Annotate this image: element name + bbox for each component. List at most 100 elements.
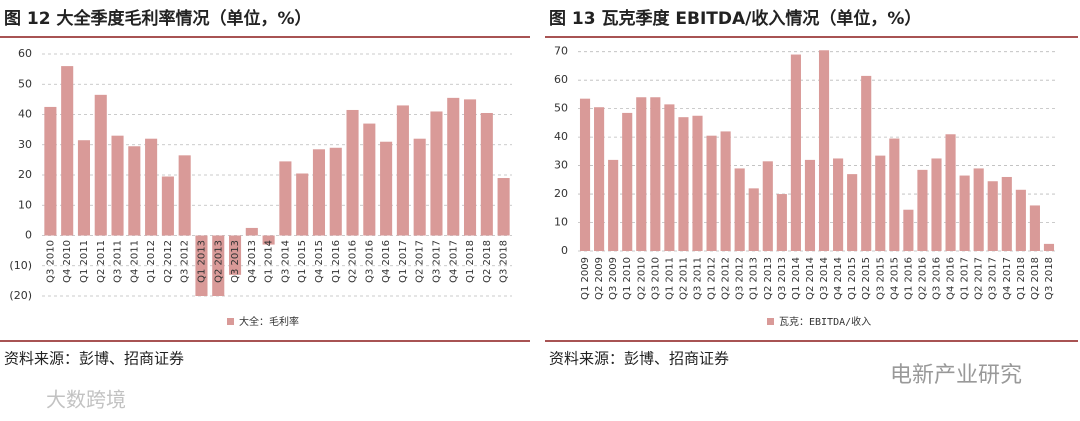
- bar: [636, 97, 647, 251]
- bar: [212, 235, 225, 296]
- x-tick-label: Q2 2011: [96, 240, 107, 283]
- y-tick-label: 0: [561, 244, 568, 257]
- legend-swatch: [767, 318, 774, 325]
- y-tick-label: 0: [25, 229, 32, 242]
- x-tick-label: Q2 2016: [348, 240, 359, 283]
- x-tick-label: Q1 2014: [264, 240, 275, 283]
- x-tick-label: Q2 2012: [163, 240, 174, 283]
- bar: [818, 50, 830, 252]
- bar: [44, 106, 57, 236]
- x-tick-label: Q3 2013: [777, 257, 788, 300]
- y-tick-label: 20: [18, 168, 32, 181]
- bar: [959, 175, 970, 251]
- x-tick-label: Q4 2016: [946, 257, 957, 300]
- bar: [430, 111, 443, 236]
- x-tick-label: Q2 2010: [636, 257, 647, 300]
- x-tick-label: Q4 2016: [381, 240, 392, 283]
- bar: [945, 134, 956, 251]
- x-tick-label: Q2 2017: [415, 240, 426, 283]
- bar: [262, 235, 275, 245]
- bar: [889, 138, 900, 251]
- bar: [833, 158, 844, 251]
- x-tick-label: Q1 2012: [146, 240, 157, 283]
- bar: [111, 135, 124, 236]
- x-tick-label: Q3 2017: [431, 240, 442, 283]
- x-tick-label: Q3 2014: [819, 257, 830, 300]
- x-tick-label: Q1 2017: [960, 257, 971, 300]
- y-tick-label: 50: [554, 102, 568, 115]
- x-tick-label: Q1 2018: [1016, 257, 1027, 300]
- x-tick-label: Q3 2010: [650, 257, 661, 300]
- bar: [329, 147, 342, 236]
- x-tick-label: Q2 2012: [721, 257, 732, 300]
- y-tick-label: 10: [18, 198, 32, 211]
- bar: [847, 174, 858, 251]
- bar: [875, 155, 886, 251]
- bar: [346, 109, 359, 236]
- x-tick-label: Q1 2016: [331, 240, 342, 283]
- x-tick-label: Q4 2015: [314, 240, 325, 283]
- x-tick-label: Q4 2017: [1002, 257, 1013, 300]
- x-tick-label: Q3 2012: [735, 257, 746, 300]
- watermark: 电新产业研究: [890, 363, 1022, 388]
- bar: [312, 149, 326, 236]
- bar: [579, 98, 591, 251]
- bar: [720, 131, 731, 251]
- x-tick-label: Q2 2011: [678, 257, 689, 300]
- bar: [748, 188, 759, 251]
- x-tick-label: Q2 2015: [861, 257, 872, 300]
- bar: [987, 181, 998, 251]
- x-tick-label: Q3 2018: [499, 240, 510, 283]
- x-tick-label: Q3 2017: [988, 257, 999, 300]
- bar: [594, 107, 605, 252]
- x-tick-label: Q1 2015: [847, 257, 858, 300]
- y-tick-label: 20: [554, 187, 568, 200]
- x-tick-label: Q2 2014: [805, 257, 816, 300]
- bar: [380, 141, 393, 236]
- x-tick-label: Q2 2018: [482, 240, 493, 283]
- bar: [678, 117, 689, 251]
- y-tick-label: 10: [554, 216, 568, 229]
- x-tick-label: Q1 2017: [398, 240, 409, 283]
- x-tick-label: Q1 2010: [622, 257, 633, 300]
- x-tick-label: Q2 2013: [763, 257, 774, 300]
- bar: [903, 209, 914, 251]
- bar: [77, 140, 91, 236]
- bar: [413, 138, 426, 236]
- bar: [94, 94, 107, 236]
- bar: [296, 173, 309, 236]
- bar: [1029, 205, 1040, 251]
- bar: [1001, 176, 1012, 251]
- x-tick-label: Q1 2011: [79, 240, 90, 283]
- bar: [973, 168, 984, 251]
- y-tick-label: 50: [18, 77, 32, 90]
- bar: [447, 97, 460, 236]
- x-tick-label: Q4 2013: [247, 240, 258, 283]
- bar: [61, 66, 74, 236]
- y-tick-label: (10): [9, 259, 32, 272]
- bar: [228, 235, 242, 275]
- x-tick-label: Q1 2015: [297, 240, 308, 283]
- bar: [931, 158, 942, 251]
- legend-swatch: [227, 318, 234, 325]
- bar: [692, 115, 703, 251]
- x-tick-label: Q3 2010: [45, 240, 56, 283]
- bar: [480, 112, 493, 236]
- bar: [776, 194, 787, 251]
- y-tick-label: 30: [554, 159, 568, 172]
- x-tick-label: Q1 2018: [465, 240, 476, 283]
- x-tick-label: Q3 2015: [875, 257, 886, 300]
- bar: [396, 105, 409, 236]
- legend-label: 大全：毛利率: [239, 315, 299, 328]
- x-tick-label: Q1 2014: [791, 257, 802, 300]
- bar: [804, 159, 816, 251]
- x-tick-label: Q4 2010: [62, 240, 73, 283]
- bar: [664, 104, 675, 251]
- bar: [195, 235, 208, 296]
- x-tick-label: Q3 2016: [364, 240, 375, 283]
- bar: [128, 146, 141, 236]
- bar: [762, 161, 773, 251]
- y-tick-label: 60: [554, 73, 568, 86]
- x-tick-label: Q4 2015: [889, 257, 900, 300]
- x-tick-label: Q1 2011: [664, 257, 675, 300]
